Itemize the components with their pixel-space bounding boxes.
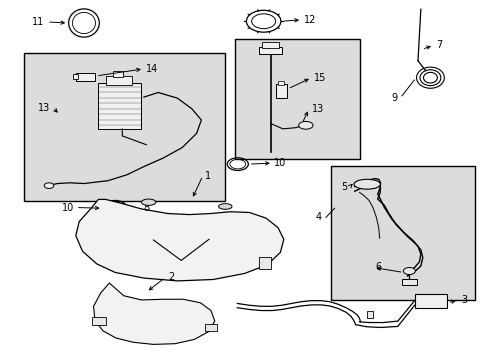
Text: 8: 8: [143, 203, 150, 212]
Text: 15: 15: [313, 73, 325, 83]
Bar: [275, 84, 286, 98]
Ellipse shape: [141, 199, 156, 206]
Bar: [234, 39, 359, 159]
Polygon shape: [93, 283, 214, 345]
Text: 12: 12: [304, 15, 316, 25]
Bar: [277, 81, 284, 85]
Text: 6: 6: [375, 262, 381, 273]
Bar: [401, 279, 416, 285]
Text: 9: 9: [391, 93, 397, 103]
Bar: [414, 294, 447, 308]
Bar: [24, 53, 225, 201]
Text: 10: 10: [62, 203, 74, 212]
Text: 13: 13: [311, 104, 323, 114]
Bar: [258, 257, 270, 269]
Text: 13: 13: [38, 103, 50, 113]
Ellipse shape: [44, 183, 54, 189]
Text: 14: 14: [146, 64, 158, 74]
Text: 5: 5: [340, 182, 346, 192]
Text: 2: 2: [167, 273, 174, 282]
Bar: [366, 311, 372, 318]
Text: 10: 10: [274, 158, 286, 168]
Ellipse shape: [298, 121, 312, 129]
Ellipse shape: [353, 179, 380, 189]
Bar: [73, 74, 78, 79]
Bar: [258, 47, 281, 54]
Text: 7: 7: [435, 40, 442, 50]
Bar: [98, 83, 141, 129]
Ellipse shape: [218, 204, 232, 209]
Bar: [330, 166, 473, 300]
Polygon shape: [76, 199, 283, 281]
Bar: [262, 42, 278, 48]
Ellipse shape: [403, 267, 414, 275]
Bar: [112, 71, 123, 77]
Text: 11: 11: [32, 17, 44, 27]
Bar: [105, 76, 132, 85]
Text: 1: 1: [205, 171, 211, 181]
Text: 4: 4: [315, 212, 322, 222]
Text: 3: 3: [460, 295, 466, 305]
Bar: [92, 317, 105, 325]
Bar: [205, 324, 217, 331]
Bar: [76, 73, 95, 81]
